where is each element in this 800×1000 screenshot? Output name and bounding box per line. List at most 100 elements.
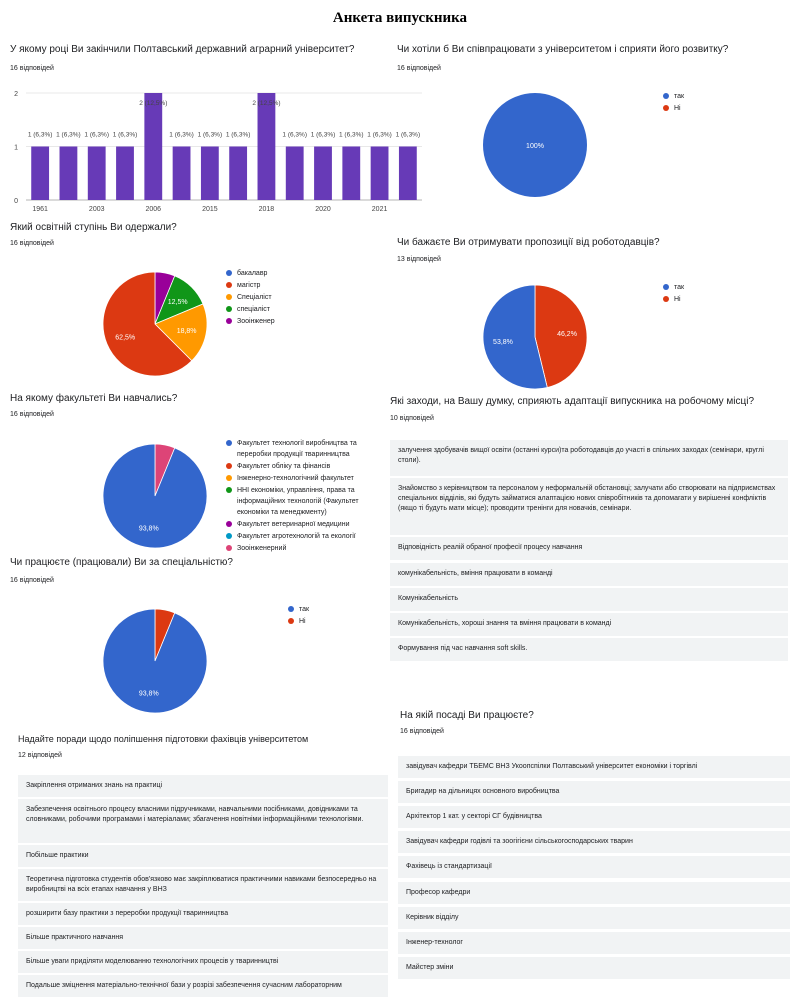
- legend-label: так: [299, 606, 310, 613]
- list-item: залучення здобувачів вищої освіти (остан…: [390, 440, 788, 476]
- x-tick-label: 2006: [145, 206, 161, 213]
- legend-item: так: [288, 604, 388, 615]
- list-item: Більше практичного навчання: [18, 927, 388, 949]
- legend-label: Факультет технології виробництва та пере…: [237, 440, 357, 458]
- pie-slice: [534, 284, 588, 389]
- list-item: Відповідність реалій обраної професії пр…: [390, 537, 788, 560]
- bar: [229, 146, 248, 200]
- cooperate-legend: так Ні: [663, 91, 783, 115]
- list-item: Майстер зміни: [398, 957, 790, 979]
- faculty-question: На якому факультеті Ви навчались?: [10, 393, 178, 404]
- legend-swatch: [226, 306, 232, 312]
- bar-data-label: 1 (6,3%): [198, 132, 223, 139]
- list-item: Архітектор 1 кат. у секторі СГ будівницт…: [398, 806, 790, 828]
- bar: [314, 146, 332, 200]
- legend-item: ННІ економіки, управління, права та інфо…: [226, 485, 376, 518]
- y-tick-label: 2: [14, 91, 18, 98]
- bar-data-label: 2 (12,5%): [139, 100, 167, 107]
- legend-swatch: [226, 487, 232, 493]
- advice-question: Надайте поради щодо поліпшення підготовк…: [18, 734, 309, 744]
- bar-data-label: 1 (6,3%): [113, 132, 138, 139]
- offers-question: Чи бажаєте Ви отримувати пропозиції від …: [397, 237, 660, 248]
- pie-slice-label: 53,8%: [493, 339, 513, 346]
- bar-data-label: 1 (6,3%): [226, 132, 251, 139]
- pie-slice-label: 93,8%: [139, 526, 159, 533]
- pie-slice-label: 12,5%: [168, 299, 188, 306]
- list-item: Завідувач кафедри годівлі та зоогігієни …: [398, 831, 790, 853]
- x-tick-label: 2020: [315, 206, 331, 213]
- list-item: Формування під час навчання soft skills.: [390, 638, 788, 661]
- legend-swatch: [226, 318, 232, 324]
- legend-swatch: [226, 533, 232, 539]
- list-item: Професор кафедри: [398, 882, 790, 904]
- position-question: На якій посаді Ви працюєте?: [400, 710, 534, 721]
- bar-data-label: 1 (6,3%): [28, 132, 53, 139]
- x-tick-label: 1961: [32, 206, 48, 213]
- y-tick-label: 1: [14, 145, 18, 152]
- list-item: Забезпечення освітнього процесу власними…: [18, 799, 388, 843]
- adaptation-question: Які заходи, на Вашу думку, сприяють адап…: [390, 396, 755, 407]
- list-item: розширити базу практики з переробки прод…: [18, 903, 388, 925]
- legend-label: Факультет агротехнологій та екології: [237, 533, 356, 540]
- cooperate-question: Чи хотіли б Ви співпрацювати з університ…: [397, 44, 729, 55]
- legend-label: Факультет ветеринарної медицини: [237, 521, 350, 528]
- bar: [398, 146, 417, 200]
- legend-label: Зооінженер: [237, 318, 275, 325]
- legend-item: спеціаліст: [226, 304, 376, 315]
- bar: [144, 93, 163, 200]
- bar: [116, 146, 134, 200]
- list-item: Знайомство з керівництвом та персоналом …: [390, 478, 788, 535]
- legend-item: Факультет агротехнологій та екології: [226, 531, 376, 542]
- bar-data-label: 1 (6,3%): [56, 132, 81, 139]
- page-title: Анкета випускника: [332, 10, 468, 26]
- bar-data-label: 1 (6,3%): [339, 132, 364, 139]
- legend-label: бакалавр: [237, 270, 268, 277]
- legend-item: Факультет ветеринарної медицини: [226, 519, 376, 530]
- bar: [31, 146, 50, 200]
- list-item: Комунікабельність: [390, 588, 788, 611]
- list-item: Інженер-технолог: [398, 932, 790, 954]
- list-item: Подальше зміцнення матеріально-технічної…: [18, 975, 388, 997]
- x-tick-label: 2003: [89, 206, 105, 213]
- bar: [257, 93, 276, 200]
- legend-label: так: [674, 93, 685, 100]
- legend-swatch: [663, 296, 669, 302]
- legend-label: Інженерно-технологічний факультет: [237, 475, 354, 482]
- bar: [285, 146, 304, 200]
- pie-slice-label: 18,8%: [177, 328, 197, 335]
- faculty-response-count: 16 відповідей: [10, 411, 54, 418]
- x-tick-label: 2018: [259, 206, 275, 213]
- bar-data-label: 1 (6,3%): [396, 132, 421, 139]
- legend-swatch: [226, 270, 232, 276]
- degree-pie-chart: 12,5% 18,8% 62,5%: [102, 271, 208, 377]
- list-item: Керівник відділу: [398, 907, 790, 929]
- specialty-legend: так Ні: [288, 604, 388, 628]
- cooperate-response-count: 16 відповідей: [397, 65, 441, 72]
- list-item: Комунікабельність, хороші знання та вмін…: [390, 613, 788, 636]
- legend-swatch: [663, 93, 669, 99]
- year-response-count: 16 відповідей: [10, 65, 54, 72]
- legend-item: так: [663, 282, 783, 293]
- bar-data-label: 1 (6,3%): [84, 132, 109, 139]
- list-item: Побільше практики: [18, 845, 388, 867]
- pie-slice: [154, 303, 208, 362]
- adaptation-response-count: 10 відповідей: [390, 415, 434, 422]
- legend-item: так: [663, 91, 783, 102]
- legend-item: Факультет обліку та фінансів: [226, 461, 376, 472]
- legend-item: Факультет технології виробництва та пере…: [226, 438, 376, 460]
- degree-question: Який освітній ступінь Ви одержали?: [10, 222, 177, 233]
- offers-pie-chart: 46,2% 53,8%: [482, 284, 588, 390]
- pie-slice-label: 46,2%: [557, 331, 577, 338]
- pie-slice-label: 93,8%: [139, 691, 159, 698]
- legend-label: магістр: [237, 282, 261, 289]
- faculty-legend: Факультет технології виробництва та пере…: [226, 438, 376, 555]
- legend-label: Ні: [674, 296, 681, 303]
- legend-swatch: [226, 440, 232, 446]
- legend-item: Зооінженерний: [226, 543, 376, 554]
- offers-legend: так Ні: [663, 282, 783, 306]
- legend-item: бакалавр: [226, 268, 376, 279]
- bar-data-label: 1 (6,3%): [311, 132, 336, 139]
- legend-item: Спеціаліст: [226, 292, 376, 303]
- legend-swatch: [226, 475, 232, 481]
- legend-item: Інженерно-технологічний факультет: [226, 473, 376, 484]
